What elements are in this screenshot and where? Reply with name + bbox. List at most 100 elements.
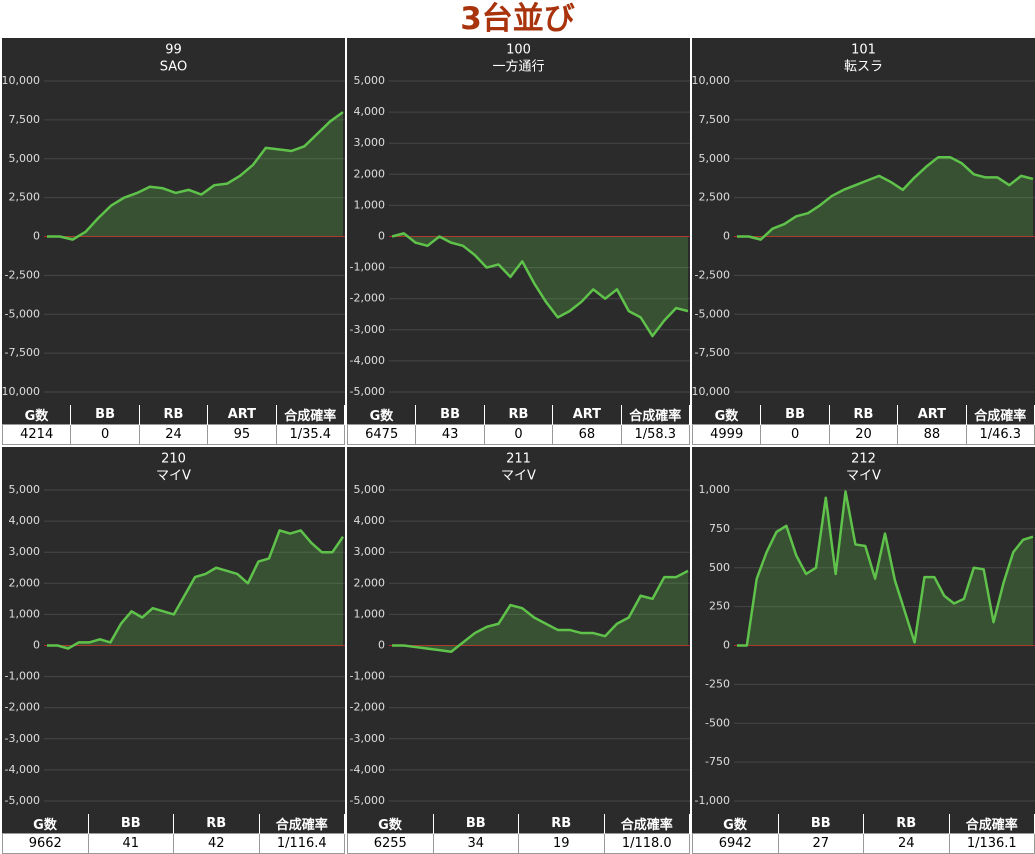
area [47, 112, 343, 240]
table-header-row: G数 BB RB ART 合成確率 [692, 405, 1035, 425]
table-cell: 1/46.3 [965, 424, 1035, 445]
stats-table: G数 BB RB ART 合成確率 4214 0 24 95 1/35.4 [1, 405, 346, 445]
chart-subtitle: SAO [160, 60, 187, 75]
y-tick-label: 0 [723, 639, 730, 652]
y-tick-label: 3,000 [354, 136, 386, 149]
chart-subtitle: マイV [156, 469, 191, 484]
stats-table: G数 BB RB ART 合成確率 6475 43 0 68 1/58.3 [346, 405, 691, 445]
y-tick-label: 2,500 [9, 191, 41, 204]
table-header: ART [897, 405, 967, 425]
table-header: BB [70, 405, 140, 425]
table-header: BB [433, 814, 519, 834]
table-header: G数 [692, 405, 762, 425]
y-tick-label: -5,000 [350, 385, 385, 398]
table-header: RB [484, 405, 554, 425]
y-tick-label: -1,000 [350, 261, 385, 274]
table-header: BB [415, 405, 485, 425]
table-cell: 1/35.4 [275, 424, 346, 445]
y-tick-label: 2,500 [699, 191, 731, 204]
table-cell: 34 [432, 833, 519, 854]
table-header: RB [863, 814, 950, 834]
table-cell: 24 [138, 424, 209, 445]
table-header: RB [829, 405, 899, 425]
table-cell: 24 [863, 833, 950, 854]
table-row: 6942 27 24 1/136.1 [692, 833, 1035, 854]
table-cell: 95 [207, 424, 277, 445]
y-tick-label: 4,000 [354, 105, 386, 118]
table-header: BB [88, 814, 174, 834]
y-tick-label: -1,000 [350, 670, 385, 683]
table-cell: 27 [777, 833, 864, 854]
table-header: G数 [2, 814, 89, 834]
chart-subtitle: 転スラ [844, 60, 883, 75]
table-header-row: G数 BB RB ART 合成確率 [347, 405, 691, 425]
y-tick-label: -2,000 [350, 701, 385, 714]
table-header-row: G数 BB RB 合成確率 [692, 814, 1035, 834]
area [47, 530, 343, 649]
chart: 210 マイV -5,000 -4,000 -3,000 -2,000 -1,000 0 1,0… [5, 452, 345, 807]
line [391, 232, 689, 338]
table-header-row: G数 BB RB ART 合成確率 [2, 405, 346, 425]
y-tick-label: 5,000 [699, 152, 731, 165]
chart-subtitle: マイV [501, 469, 536, 484]
y-tick-label: 2,000 [354, 167, 386, 180]
table-cell: 1/58.3 [620, 424, 691, 445]
table-row: 6255 34 19 1/118.0 [347, 833, 690, 854]
y-tick-label: -2,500 [5, 268, 40, 281]
table-cell: 19 [518, 833, 605, 854]
area [392, 570, 688, 652]
chart: 212 マイV -1,000 -750 -500 -250 0 250 500 750 1,000 [695, 452, 1035, 807]
y-tick-label: -1,000 [695, 794, 730, 807]
table-row: 4999 0 20 88 1/46.3 [691, 424, 1035, 445]
y-tick-label: -2,000 [5, 701, 40, 714]
table-cell: 88 [897, 424, 967, 445]
chart: 101 転スラ -10,000 -7,500 -5,000 -2,500 0 2,500 5,0… [692, 43, 1035, 398]
y-tick-label: -7,500 [5, 346, 40, 359]
y-tick-label: 10,000 [2, 74, 40, 87]
table-cell: 0 [483, 424, 554, 445]
table-row: 4214 0 24 95 1/35.4 [1, 424, 346, 445]
table-cell: 6255 [347, 833, 434, 854]
y-tick-label: -500 [705, 716, 730, 729]
y-tick-label: -10,000 [692, 385, 730, 398]
stats-table: G数 BB RB 合成確率 6255 34 19 1/118.0 [347, 814, 690, 854]
table-header: ART [207, 405, 277, 425]
chart-title: 99 [165, 43, 182, 58]
table-cell: 4999 [691, 424, 762, 445]
table-cell: 1/116.4 [258, 833, 345, 854]
y-tick-label: -3,000 [350, 323, 385, 336]
table-header: BB [760, 405, 830, 425]
area [737, 157, 1033, 240]
y-tick-label: -5,000 [350, 794, 385, 807]
y-tick-label: -5,000 [5, 794, 40, 807]
table-header: G数 [2, 405, 72, 425]
table-header-row: G数 BB RB 合成確率 [347, 814, 690, 834]
y-tick-label: 750 [709, 522, 730, 535]
table-cell: 9662 [2, 833, 89, 854]
table-cell: 6475 [346, 424, 417, 445]
y-tick-label: 5,000 [9, 152, 41, 165]
table-cell: 68 [552, 424, 622, 445]
table-header: RB [518, 814, 605, 834]
stats-table: G数 BB RB 合成確率 6942 27 24 1/136.1 [692, 814, 1035, 854]
table-header: G数 [347, 405, 417, 425]
table-cell: 4214 [1, 424, 72, 445]
chart-title: 100 [506, 43, 531, 58]
line [47, 111, 344, 241]
y-tick-label: -2,000 [350, 292, 385, 305]
y-tick-label: 1,000 [354, 607, 386, 620]
y-tick-label: 4,000 [9, 514, 41, 527]
line [737, 490, 1034, 647]
chart-panel: 212 マイV -1,000 -750 -500 -250 0 250 500 750 1,000 G… [692, 447, 1035, 854]
y-tick-label: 1,000 [354, 198, 386, 211]
line [392, 569, 689, 653]
chart: 99 SAO -10,000 -7,500 -5,000 -2,500 0 2,500 5,00… [2, 43, 345, 398]
table-header: 合成確率 [966, 405, 1035, 425]
table-row: 9662 41 42 1/116.4 [2, 833, 345, 854]
stats-table: G数 BB RB 合成確率 9662 41 42 1/116.4 [2, 814, 345, 854]
table-cell: 20 [828, 424, 899, 445]
y-tick-label: 0 [723, 230, 730, 243]
y-tick-label: -3,000 [350, 732, 385, 745]
y-tick-label: -4,000 [350, 763, 385, 776]
